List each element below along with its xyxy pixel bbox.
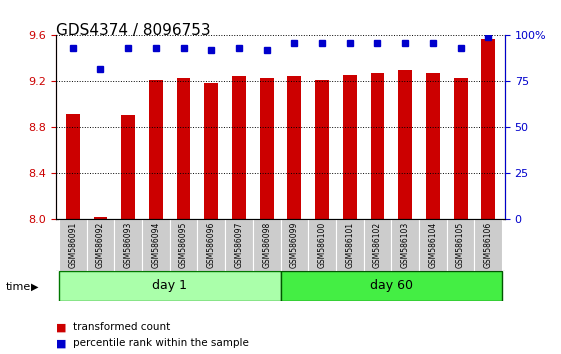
Text: GSM586104: GSM586104 [429,222,438,268]
Text: GSM586100: GSM586100 [318,222,327,268]
Bar [343,75,357,219]
Text: GSM586098: GSM586098 [262,222,271,268]
Text: GSM586091: GSM586091 [68,222,77,268]
Text: day 1: day 1 [152,279,187,292]
Bar [253,219,280,271]
Text: ▶: ▶ [31,282,39,292]
Bar [398,70,412,219]
Text: GSM586096: GSM586096 [207,222,216,268]
Bar [308,219,336,271]
Text: day 60: day 60 [370,279,413,292]
Bar [260,78,274,219]
Text: ■: ■ [56,338,67,348]
Text: GSM586099: GSM586099 [290,222,299,268]
Bar [177,78,191,219]
Text: GSM586106: GSM586106 [484,222,493,268]
Bar [59,219,86,271]
Text: GDS4374 / 8096753: GDS4374 / 8096753 [56,23,211,38]
Text: GSM586101: GSM586101 [345,222,354,268]
Bar [66,114,80,219]
Bar [481,39,495,219]
Bar [142,219,169,271]
Text: percentile rank within the sample: percentile rank within the sample [73,338,249,348]
Bar [475,219,502,271]
Bar [225,219,253,271]
Bar [94,217,107,219]
Text: GSM586103: GSM586103 [401,222,410,268]
Bar [86,219,114,271]
Text: GSM586105: GSM586105 [456,222,465,268]
Bar [364,219,392,271]
Bar [169,219,197,271]
Text: GSM586097: GSM586097 [234,222,243,268]
Bar [419,219,447,271]
Bar [204,82,218,219]
Bar [59,271,280,301]
Text: transformed count: transformed count [73,322,170,332]
Bar [392,219,419,271]
Bar [287,76,301,219]
Bar [454,78,467,219]
Bar [121,115,135,219]
Bar [114,219,142,271]
Bar [315,80,329,219]
Text: GSM586093: GSM586093 [123,222,132,268]
Bar [447,219,475,271]
Bar [370,73,384,219]
Bar [280,271,502,301]
Bar [197,219,225,271]
Text: GSM586102: GSM586102 [373,222,382,268]
Bar [232,76,246,219]
Bar [280,219,308,271]
Text: ■: ■ [56,322,67,332]
Bar [426,73,440,219]
Text: GSM586094: GSM586094 [151,222,160,268]
Bar [336,219,364,271]
Text: GSM586095: GSM586095 [179,222,188,268]
Text: GSM586092: GSM586092 [96,222,105,268]
Bar [149,80,163,219]
Text: time: time [6,282,31,292]
